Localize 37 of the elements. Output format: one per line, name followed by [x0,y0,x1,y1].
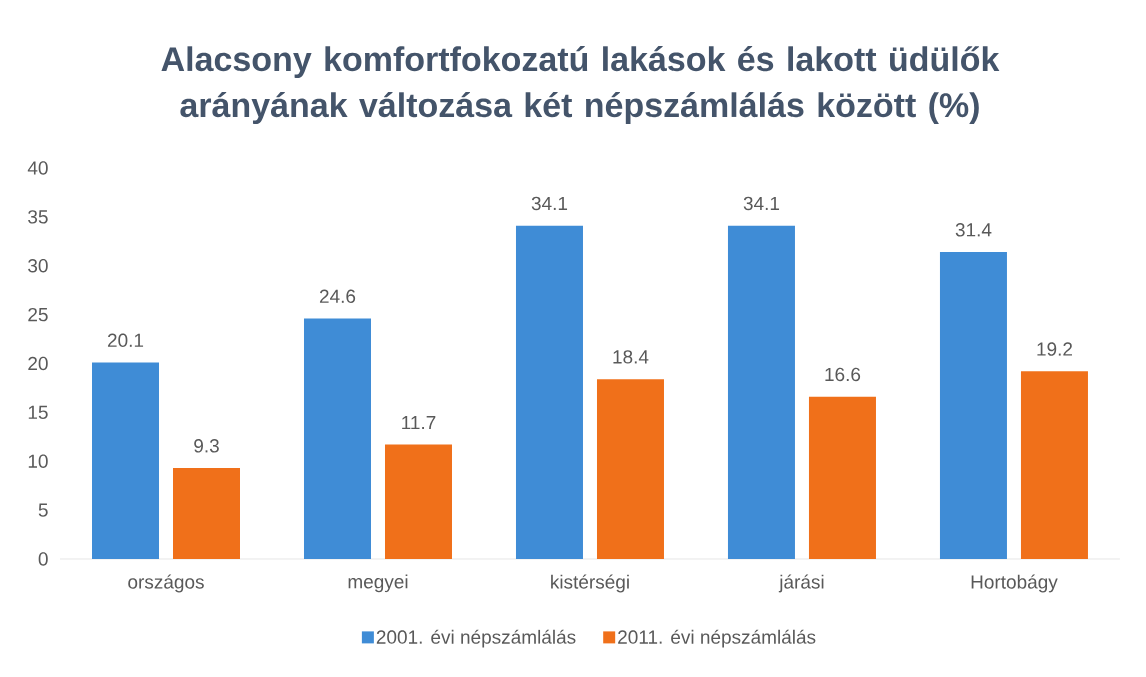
x-tick-label: országos [128,574,204,593]
bar [173,468,240,559]
bar [727,225,795,559]
data-label: 11.7 [402,416,436,430]
y-tick-label: 20 [28,356,48,371]
x-tick-label: megyei [348,574,408,593]
data-label: 19.2 [1037,342,1072,356]
data-label: 34.1 [743,196,780,211]
chart-title: Alacsony komfortfokozatú lakások és lakott üdülők arányának változása két népszámlálás között (%) [161,45,1000,124]
data-label: 34.1 [531,196,568,211]
legend-label: 2001. évi népszámlálás [376,629,576,648]
y-tick-label: 35 [28,210,48,224]
y-tick-label: 30 [28,259,48,273]
bar [304,318,371,559]
bar [1020,371,1088,559]
x-tick-label: kistérségi [551,574,629,593]
y-tick-label: 15 [28,405,48,419]
bar [939,252,1007,559]
bar [384,444,452,559]
x-tick-label: Hortobágy [971,574,1058,593]
data-label: 9.3 [194,439,219,453]
y-tick-label: 10 [28,454,48,468]
data-label: 24.6 [319,289,356,303]
y-tick-label: 40 [27,161,48,175]
bar [92,362,159,559]
bar [515,225,583,559]
y-tick-label: 0 [38,552,48,566]
y-tick-label: 5 [38,503,48,517]
data-label: 20.1 [107,333,144,347]
bar [596,379,664,559]
data-label: 18.4 [613,350,649,364]
x-tick-label: járási [778,574,824,593]
y-tick-label: 25 [28,307,48,322]
data-label: 31.4 [955,223,992,237]
legend-label: 2011. évi népszámlálás [618,629,816,648]
data-label: 16.6 [825,367,861,382]
bar [808,396,876,559]
